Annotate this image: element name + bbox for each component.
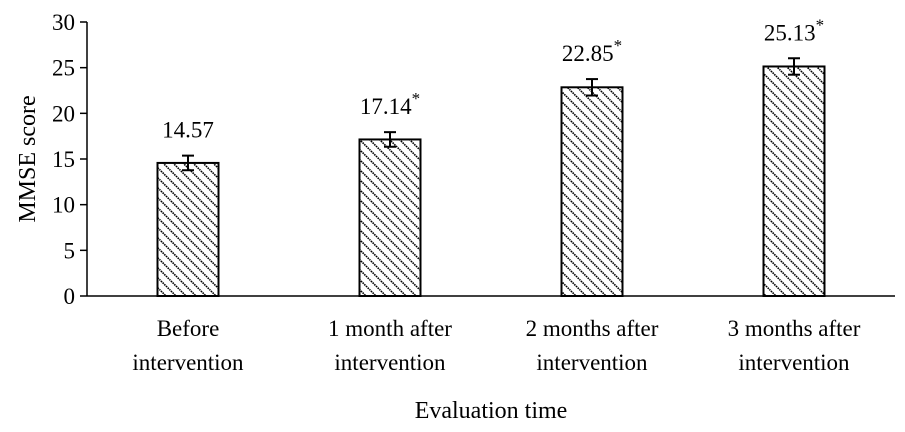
bar	[560, 86, 624, 298]
data-label: 14.57	[162, 118, 214, 143]
x-tick-label: 1 month after	[328, 316, 452, 341]
significance-marker: *	[412, 89, 421, 108]
data-label: 17.14*	[360, 89, 420, 119]
significance-marker: *	[816, 15, 825, 34]
x-axis-title: Evaluation time	[415, 398, 568, 424]
significance-marker: *	[614, 36, 623, 55]
data-label: 22.85*	[562, 36, 622, 66]
x-tick-label: 2 months after	[526, 316, 659, 341]
y-tick-label: 20	[52, 101, 75, 126]
bar	[762, 65, 826, 297]
y-tick-label: 30	[52, 10, 75, 35]
x-tick-label: intervention	[738, 350, 850, 375]
y-axis-title: MMSE score	[15, 95, 41, 222]
y-tick-label: 10	[52, 193, 75, 218]
y-tick-label: 0	[64, 284, 76, 309]
x-tick-label: intervention	[334, 350, 446, 375]
y-tick-label: 5	[64, 238, 76, 263]
x-tick-label: 3 months after	[728, 316, 861, 341]
bars: 14.57 17.14* 22.85* 25.13*	[156, 15, 826, 298]
bar	[156, 161, 220, 297]
y-tick-label: 25	[52, 56, 75, 81]
x-tick-label: Before	[157, 316, 220, 341]
x-tick-label: intervention	[132, 350, 244, 375]
y-ticks: 0 5 10 15 20 25 30	[52, 10, 87, 309]
x-tick-label: intervention	[536, 350, 648, 375]
x-ticks: Before intervention 1 month after intervent…	[132, 316, 860, 375]
bar	[358, 138, 422, 297]
y-tick-label: 15	[52, 147, 75, 172]
data-label: 25.13*	[764, 15, 824, 45]
